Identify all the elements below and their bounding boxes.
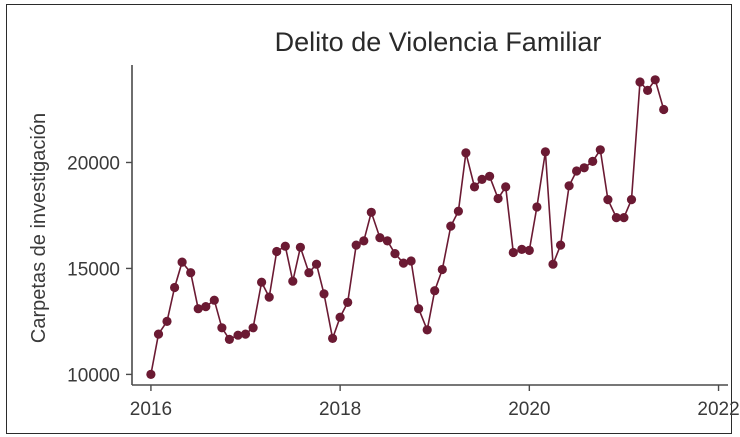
data-point [343, 297, 353, 307]
y-axis-label: Carpetas de investigación [28, 113, 50, 343]
data-point [153, 329, 164, 339]
data-points [146, 75, 669, 379]
data-point [501, 182, 511, 192]
data-point [240, 329, 251, 339]
data-point [375, 233, 385, 243]
data-point [351, 240, 361, 250]
data-point [272, 246, 282, 257]
data-point [564, 181, 574, 191]
data-point [595, 145, 605, 155]
axis-ticks: 2016 2018 2020 2022 10000 15000 20000 [67, 153, 740, 420]
data-point [650, 75, 660, 85]
data-point [556, 240, 566, 250]
data-point [643, 85, 653, 95]
data-point [280, 241, 290, 251]
data-point [366, 207, 376, 217]
data-point [406, 256, 416, 266]
data-point [209, 295, 219, 305]
data-point [461, 148, 471, 158]
data-point [588, 156, 598, 166]
data-point [201, 302, 211, 312]
data-point [295, 242, 305, 252]
data-point [611, 213, 622, 223]
data-point [382, 236, 392, 246]
x-tick-label: 2020 [508, 399, 550, 420]
data-point [319, 289, 329, 299]
data-point [311, 259, 322, 269]
data-point [579, 163, 589, 173]
data-point [390, 249, 400, 259]
data-point [398, 258, 409, 268]
data-point [170, 282, 180, 293]
data-point [288, 276, 298, 286]
data-point [469, 182, 480, 192]
data-point [304, 268, 314, 278]
y-tick-label: 20000 [67, 153, 120, 174]
x-tick-label: 2018 [319, 399, 361, 420]
data-point [422, 325, 432, 335]
data-point [224, 334, 234, 344]
data-point [603, 195, 613, 205]
data-point [572, 166, 582, 176]
data-point [217, 323, 227, 333]
data-point [635, 77, 645, 87]
data-point [619, 213, 629, 223]
y-tick-label: 10000 [67, 365, 120, 386]
y-tick-label: 15000 [67, 259, 120, 280]
data-point [453, 206, 463, 216]
data-point [532, 202, 542, 212]
data-point [146, 369, 156, 379]
x-tick-label: 2016 [130, 399, 172, 420]
data-point [477, 174, 487, 184]
data-point [548, 259, 558, 269]
data-point [233, 330, 243, 340]
data-point [508, 247, 518, 258]
data-point [335, 312, 345, 322]
data-point [162, 316, 172, 326]
data-point [524, 245, 534, 255]
data-point [328, 333, 338, 343]
data-point [186, 268, 196, 278]
data-point [446, 221, 456, 231]
x-tick-label: 2022 [697, 399, 739, 420]
chart-title: Delito de Violencia Familiar [275, 27, 602, 57]
data-point [257, 277, 267, 287]
data-point [540, 147, 551, 157]
data-point [485, 171, 495, 181]
data-point [264, 292, 274, 302]
data-point [437, 264, 447, 275]
data-point [248, 323, 258, 333]
data-point [430, 286, 440, 296]
data-point [493, 193, 503, 204]
data-point [359, 236, 369, 246]
data-point [177, 257, 187, 267]
data-point [626, 195, 637, 205]
data-point [659, 104, 669, 115]
data-point [193, 304, 203, 314]
data-point [414, 304, 424, 314]
data-point [517, 244, 527, 254]
series-line [150, 77, 665, 375]
